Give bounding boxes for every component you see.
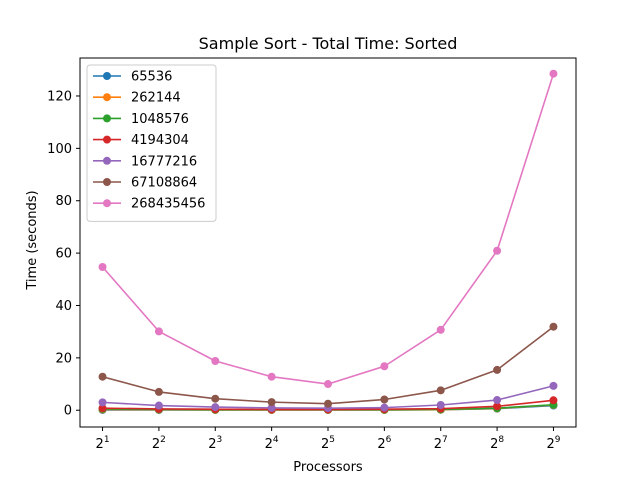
- x-axis-label: Processors: [293, 460, 363, 475]
- legend-label: 262144: [131, 91, 181, 106]
- y-axis-label: Time (seconds): [25, 190, 40, 290]
- x-tick-label: 25: [321, 435, 335, 452]
- data-point: [380, 395, 389, 404]
- data-point: [493, 402, 502, 411]
- legend-entry: 268435456: [93, 197, 205, 212]
- y-tick-label: 100: [47, 142, 72, 157]
- chart-title: Sample Sort - Total Time: Sorted: [199, 34, 458, 53]
- data-point: [154, 327, 163, 336]
- y-tick-label: 20: [55, 351, 72, 366]
- legend-marker: [103, 199, 111, 208]
- data-point: [549, 69, 558, 78]
- legend-label: 65536: [131, 70, 172, 85]
- data-point: [436, 325, 445, 334]
- legend-label: 268435456: [131, 197, 205, 212]
- legend-marker: [103, 156, 111, 165]
- data-point: [324, 380, 332, 389]
- legend-label: 4194304: [131, 133, 189, 148]
- y-tick-label: 60: [55, 247, 72, 262]
- data-point: [211, 394, 220, 403]
- legend-marker: [103, 72, 111, 80]
- legend: 65536 262144 1048576 4194304 16777216 6710886…: [86, 64, 217, 222]
- data-point: [549, 381, 558, 390]
- data-point: [493, 365, 502, 374]
- data-point: [154, 387, 163, 396]
- legend-entry: 67108864: [93, 176, 197, 191]
- data-point: [154, 401, 163, 410]
- x-tick-label: 27: [434, 435, 448, 452]
- legend-entry: 16777216: [93, 154, 197, 169]
- data-point: [98, 262, 107, 271]
- y-tick-label: 120: [47, 89, 72, 104]
- data-point: [211, 357, 220, 366]
- data-point: [267, 372, 276, 381]
- x-tick-label: 21: [96, 435, 110, 452]
- legend-label: 16777216: [131, 154, 197, 169]
- data-point: [436, 386, 445, 395]
- x-axis-ticks: 21 22 23 24 25 26 27 28 29: [96, 427, 561, 452]
- data-point: [436, 401, 445, 410]
- x-tick-label: 23: [208, 435, 222, 452]
- y-tick-label: 80: [55, 194, 72, 209]
- legend-entry: 1048576: [93, 112, 189, 127]
- data-point: [98, 404, 107, 413]
- data-series: [98, 69, 558, 414]
- data-point: [549, 322, 558, 331]
- x-tick-label: 28: [490, 435, 504, 452]
- data-point: [267, 403, 276, 412]
- legend-marker: [103, 178, 111, 186]
- data-point: [493, 396, 502, 405]
- legend-entry: 4194304: [93, 133, 189, 148]
- series-268435456: [98, 69, 558, 389]
- y-tick-label: 40: [55, 299, 72, 314]
- y-tick-label: 0: [64, 404, 72, 419]
- y-axis-ticks: 0 20 40 60 80 100 120: [47, 89, 80, 419]
- data-point: [98, 372, 107, 381]
- legend-entry: 262144: [93, 91, 181, 106]
- legend-label: 67108864: [131, 176, 197, 191]
- legend-marker: [103, 93, 111, 102]
- data-point: [493, 246, 502, 255]
- x-tick-label: 22: [152, 435, 166, 452]
- legend-marker: [103, 135, 111, 144]
- legend-entry: 65536: [93, 70, 172, 85]
- data-point: [267, 398, 276, 407]
- data-point: [211, 403, 220, 412]
- data-point: [324, 399, 332, 408]
- data-point: [549, 396, 558, 405]
- legend-label: 1048576: [131, 112, 189, 127]
- series-67108864: [98, 322, 558, 408]
- data-point: [380, 362, 389, 371]
- x-tick-label: 24: [265, 435, 279, 452]
- data-point: [380, 403, 389, 412]
- x-tick-label: 26: [377, 435, 391, 452]
- x-tick-label: 29: [546, 435, 560, 452]
- data-point: [98, 398, 107, 407]
- legend-marker: [103, 114, 111, 123]
